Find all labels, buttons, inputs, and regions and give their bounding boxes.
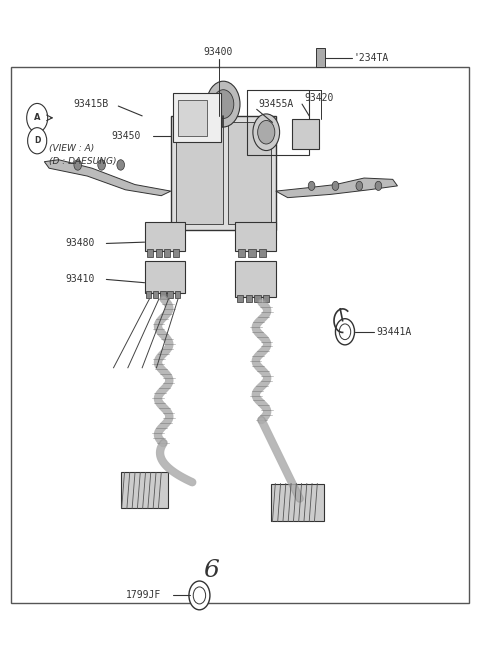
- Text: D: D: [34, 136, 40, 145]
- Text: (VIEW : A): (VIEW : A): [49, 144, 95, 153]
- Bar: [11, 67, 469, 603]
- Bar: [120, 472, 168, 509]
- Bar: [144, 222, 185, 251]
- Circle shape: [375, 181, 382, 191]
- Bar: [178, 99, 206, 135]
- Circle shape: [98, 160, 106, 170]
- Text: 6: 6: [204, 559, 219, 582]
- Text: 93415B: 93415B: [73, 99, 108, 109]
- Text: (D : DAESUNG): (D : DAESUNG): [49, 157, 117, 166]
- Bar: [171, 116, 276, 231]
- Bar: [153, 290, 158, 298]
- Bar: [246, 295, 252, 302]
- Bar: [292, 119, 319, 148]
- Bar: [259, 249, 266, 256]
- Circle shape: [339, 324, 351, 340]
- Bar: [271, 484, 324, 522]
- Circle shape: [253, 114, 280, 150]
- Circle shape: [258, 120, 275, 144]
- Bar: [176, 122, 223, 224]
- Bar: [146, 290, 151, 298]
- Circle shape: [206, 81, 240, 127]
- Polygon shape: [44, 160, 171, 196]
- Bar: [156, 249, 162, 256]
- Bar: [235, 261, 276, 297]
- Text: A: A: [34, 114, 40, 122]
- Text: 93450: 93450: [111, 131, 141, 141]
- Text: 93455A: 93455A: [258, 99, 293, 109]
- Circle shape: [308, 181, 315, 191]
- Text: '234TA: '234TA: [354, 53, 389, 62]
- Bar: [228, 122, 271, 224]
- Circle shape: [117, 160, 124, 170]
- Bar: [237, 295, 243, 302]
- Circle shape: [189, 581, 210, 610]
- Circle shape: [332, 181, 339, 191]
- Bar: [144, 261, 185, 292]
- Bar: [173, 93, 221, 142]
- Circle shape: [27, 103, 48, 132]
- Circle shape: [28, 127, 47, 154]
- Bar: [173, 249, 179, 256]
- Circle shape: [193, 587, 205, 604]
- Circle shape: [74, 160, 82, 170]
- Text: 93400: 93400: [204, 47, 233, 57]
- Bar: [316, 49, 325, 67]
- Circle shape: [356, 181, 363, 191]
- Polygon shape: [276, 178, 397, 198]
- Text: 93410: 93410: [66, 275, 95, 284]
- Circle shape: [213, 90, 234, 118]
- Text: 1799JF: 1799JF: [125, 591, 161, 600]
- Bar: [175, 290, 180, 298]
- Bar: [254, 295, 261, 302]
- Bar: [238, 249, 245, 256]
- Bar: [235, 222, 276, 251]
- Text: 93480: 93480: [66, 238, 95, 248]
- Bar: [168, 290, 173, 298]
- Text: 93420: 93420: [304, 93, 334, 103]
- Bar: [263, 295, 269, 302]
- Bar: [247, 90, 309, 155]
- Circle shape: [336, 319, 355, 345]
- Bar: [164, 249, 170, 256]
- Bar: [160, 290, 166, 298]
- Bar: [147, 249, 153, 256]
- Bar: [248, 249, 256, 256]
- Text: 93441A: 93441A: [376, 327, 411, 337]
